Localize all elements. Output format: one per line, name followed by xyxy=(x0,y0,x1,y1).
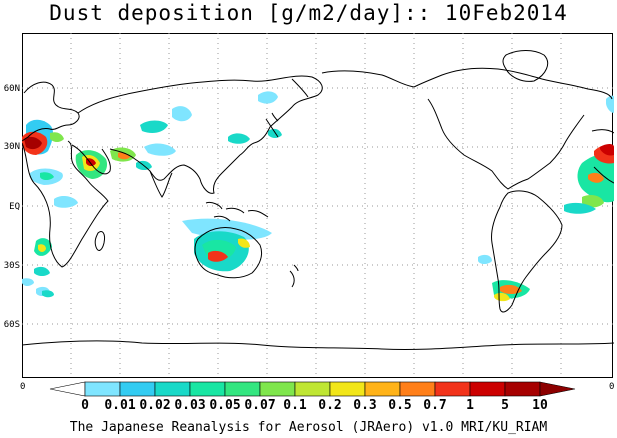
colorbar-segment xyxy=(469,381,506,397)
colorbar-tick-label: 0.7 xyxy=(423,398,447,413)
colorbar xyxy=(49,381,576,397)
lat-label-eq: EQ xyxy=(9,202,20,212)
colorbar-tick-label: 0.07 xyxy=(244,398,276,413)
colorbar-tick-label: 1 xyxy=(466,398,474,413)
colorbar-tick-label: 0.3 xyxy=(353,398,377,413)
lon-label-right: 0 xyxy=(609,382,615,392)
colorbar-segment xyxy=(84,381,121,397)
map-grid xyxy=(22,33,613,378)
colorbar-segment xyxy=(434,381,471,397)
colorbar-tick-label: 0.1 xyxy=(283,398,307,413)
colorbar-segment xyxy=(539,381,576,397)
colorbar-tick-label: 0.5 xyxy=(388,398,412,413)
colorbar-segment xyxy=(119,381,156,397)
colorbar-segment xyxy=(49,381,86,397)
map-title: Dust deposition [g/m2/day]:: 10Feb2014 xyxy=(49,1,568,25)
lat-label-60s: 60S xyxy=(3,320,20,330)
coastlines xyxy=(22,50,614,351)
colorbar-tick-label: 0 xyxy=(81,398,89,413)
lon-label-left: 0 xyxy=(20,382,26,392)
colorbar-tick-label: 0.01 xyxy=(104,398,136,413)
dust-deposition-map xyxy=(22,33,614,378)
colorbar-tick-label: 10 xyxy=(532,398,548,413)
colorbar-segment xyxy=(224,381,261,397)
colorbar-tick-label: 0.02 xyxy=(139,398,171,413)
colorbar-segment xyxy=(329,381,366,397)
lat-label-30n: 30N xyxy=(3,142,20,152)
colorbar-segment xyxy=(399,381,436,397)
colorbar-segment xyxy=(504,381,541,397)
colorbar-tick-label: 0.2 xyxy=(318,398,342,413)
colorbar-tick-label: 5 xyxy=(501,398,509,413)
colorbar-tick-label: 0.03 xyxy=(174,398,206,413)
colorbar-segment xyxy=(364,381,401,397)
colorbar-segment xyxy=(259,381,296,397)
colorbar-segment xyxy=(154,381,191,397)
data-source-footer: The Japanese Reanalysis for Aerosol (JRA… xyxy=(69,420,548,435)
colorbar-segment xyxy=(189,381,226,397)
lat-label-30s: 30S xyxy=(3,261,20,271)
colorbar-segment xyxy=(294,381,331,397)
colorbar-tick-label: 0.05 xyxy=(209,398,241,413)
lat-label-60n: 60N xyxy=(3,84,20,94)
